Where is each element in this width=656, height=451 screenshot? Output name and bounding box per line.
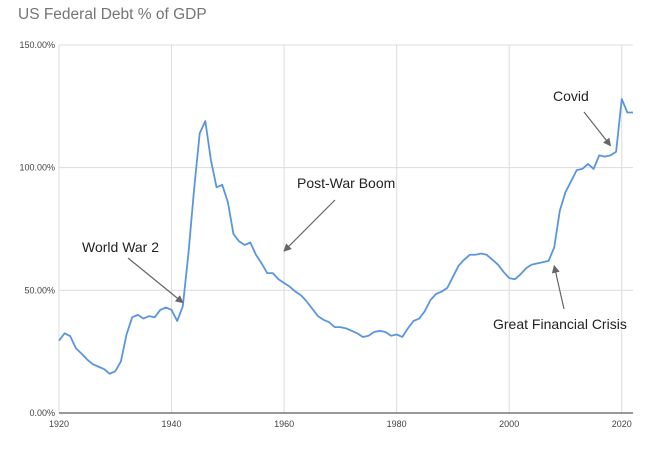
x-gridlines (58, 45, 623, 413)
x-tick-label: 1940 (162, 419, 182, 429)
series-line-debt (58, 98, 633, 375)
chart-title: US Federal Debt % of GDP (18, 6, 207, 23)
y-tick-label: 0.00% (29, 408, 55, 418)
x-tick-label: 2000 (499, 419, 519, 429)
annotation-label: Great Financial Crisis (493, 316, 627, 332)
x-tick-label: 1980 (387, 419, 407, 429)
annotation-label: Covid (553, 88, 589, 104)
annotation-arrow (583, 111, 612, 147)
x-tick-label: 1960 (274, 419, 294, 429)
annotation-arrow (551, 264, 565, 310)
annotation-arrow (127, 257, 184, 304)
annotation-label: Post-War Boom (297, 175, 395, 191)
y-gridlines (59, 44, 633, 291)
y-tick-label: 50.00% (24, 285, 55, 295)
annotations: World War 2 Post-War Boom Great Financial … (82, 88, 627, 332)
annotation-label: World War 2 (82, 239, 159, 255)
y-tick-labels: 0.00% 50.00% 100.00% 150.00% (19, 40, 55, 418)
x-tick-labels: 1920 1940 1960 1980 2000 2020 (49, 419, 632, 429)
y-tick-label: 150.00% (19, 40, 55, 50)
x-tick-label: 2020 (612, 419, 632, 429)
y-tick-label: 100.00% (19, 163, 55, 173)
annotation-arrow (283, 199, 336, 252)
x-tick-label: 1920 (49, 419, 69, 429)
